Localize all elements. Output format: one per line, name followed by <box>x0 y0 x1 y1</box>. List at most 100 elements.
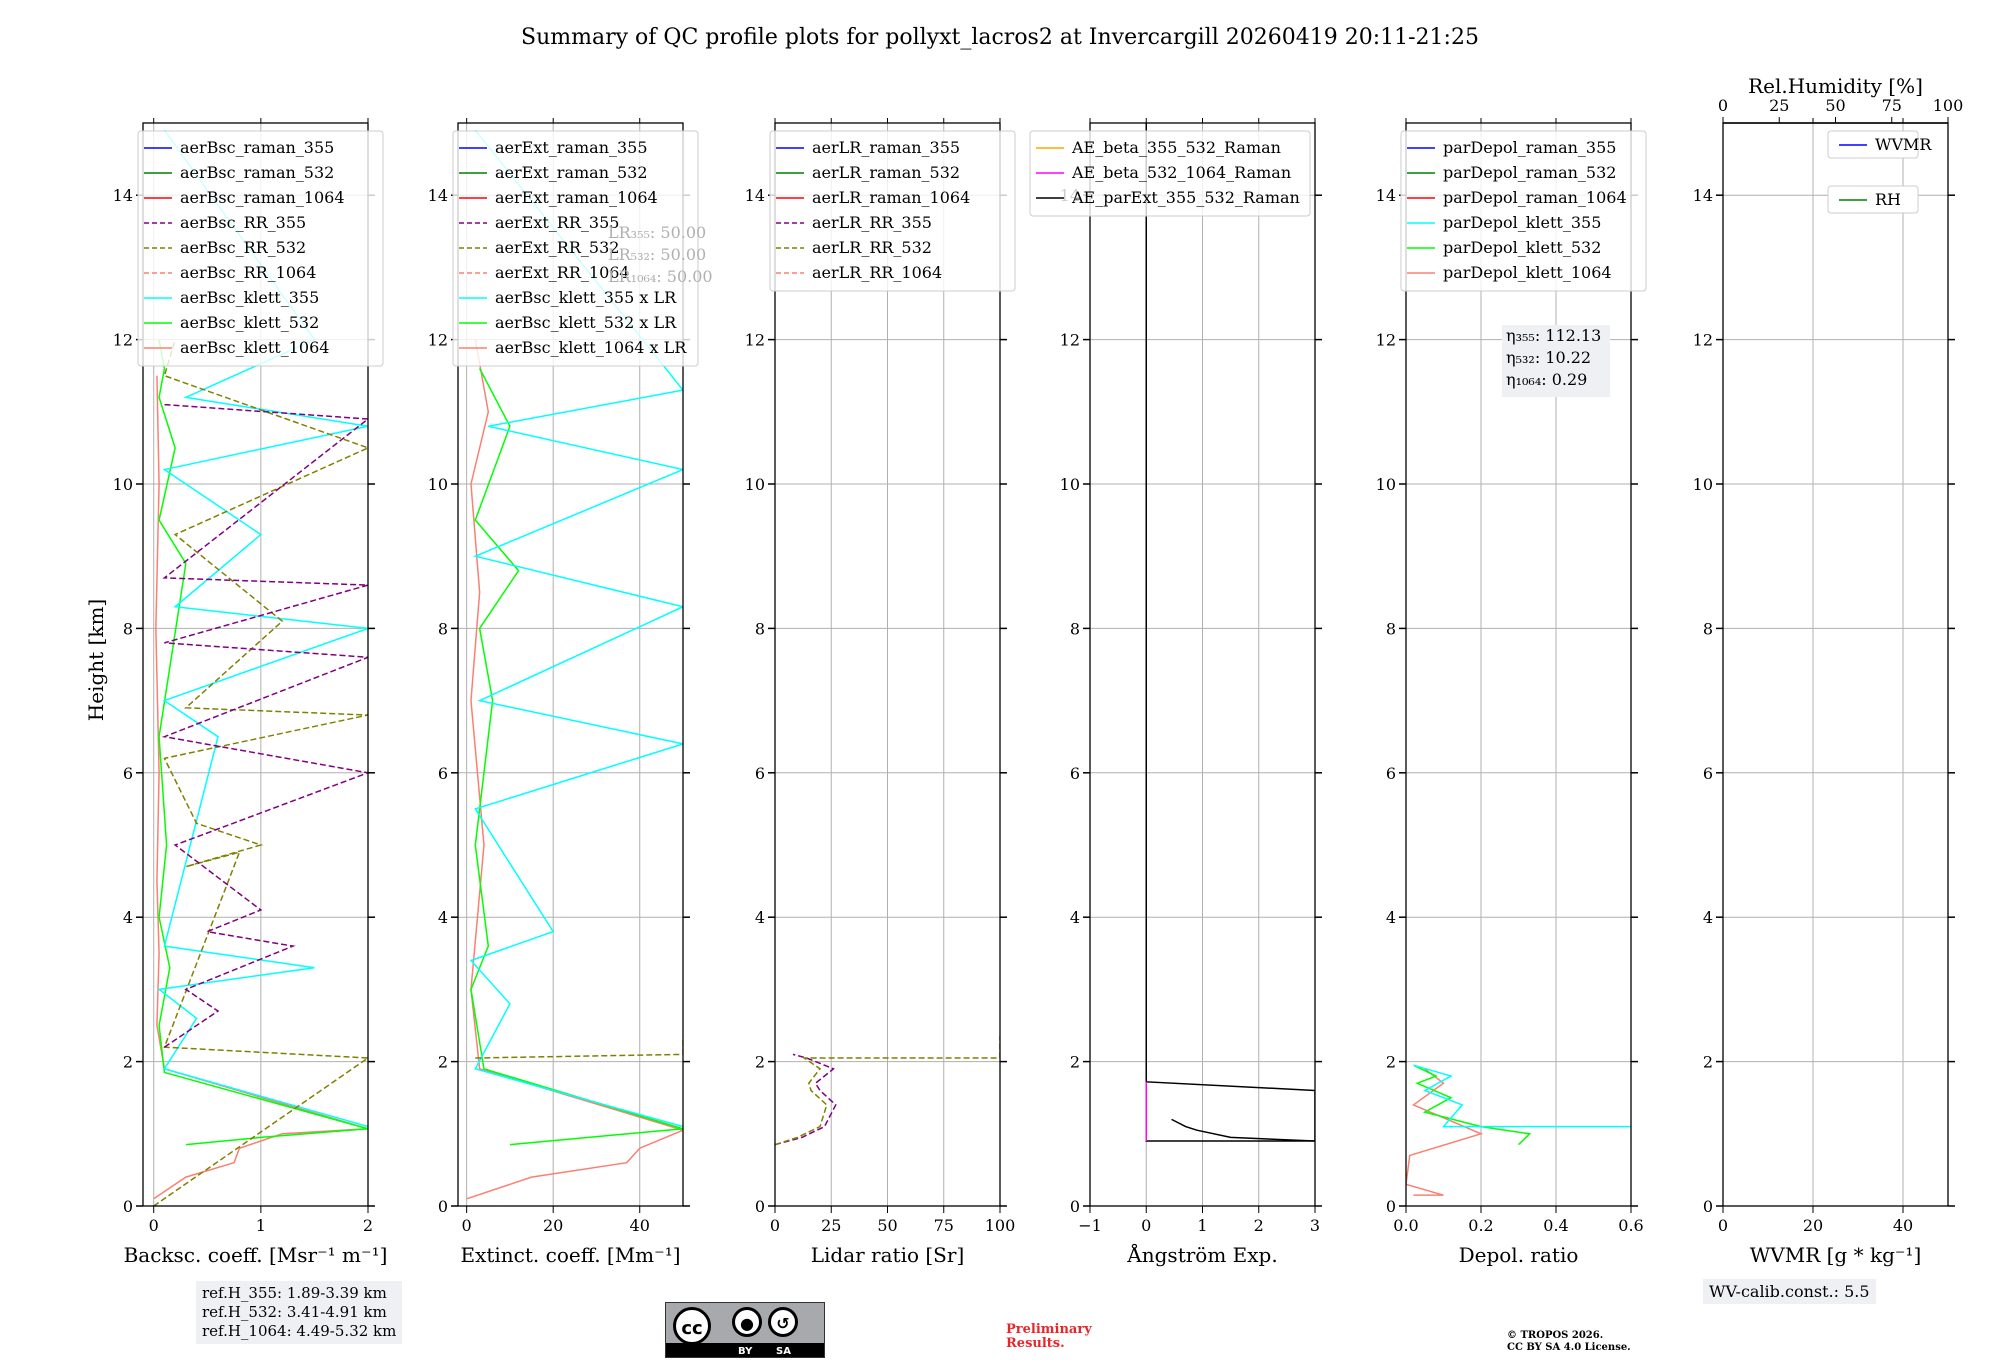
x-tick-label: 100 <box>985 1216 1016 1235</box>
x-tick-label: 0.2 <box>1468 1216 1493 1235</box>
by-label: BY <box>738 1346 753 1357</box>
legend-label: aerExt_RR_532 <box>495 238 619 257</box>
series-line <box>158 339 368 1146</box>
annotation-text: η₅₃₂: 10.22 <box>1506 348 1591 367</box>
y-tick-label: 0 <box>1070 1197 1080 1216</box>
series-line <box>1413 1064 1631 1128</box>
legend-label: aerBsc_klett_532 x LR <box>495 313 677 332</box>
top-tick-label: 50 <box>1825 96 1845 115</box>
series-line <box>470 368 683 1146</box>
x-tick-label: 0.4 <box>1543 1216 1568 1235</box>
series-group <box>153 129 368 1206</box>
license-bar <box>666 1343 824 1357</box>
legend-label: AE_beta_532_1064_Raman <box>1071 163 1291 182</box>
y-tick-label: 6 <box>1070 764 1080 783</box>
axes-frame <box>774 122 1001 1207</box>
y-tick-label: 12 <box>113 331 133 350</box>
y-tick-label: 8 <box>438 619 448 638</box>
legend-label: aerExt_RR_355 <box>495 213 619 232</box>
legend-box <box>452 130 699 367</box>
legend-label: aerLR_raman_532 <box>812 163 960 182</box>
y-tick-label: 2 <box>1386 1053 1396 1072</box>
legend-label: aerLR_RR_532 <box>812 238 932 257</box>
legend: WVMR RH <box>1827 130 1932 214</box>
y-tick-label: 14 <box>428 186 448 205</box>
y-tick-label: 6 <box>438 764 448 783</box>
y-tick-label: 0 <box>1703 1197 1713 1216</box>
x-tick-label: 3 <box>1310 1216 1320 1235</box>
legend-label: aerExt_raman_1064 <box>495 188 658 207</box>
legend: parDepol_raman_355 parDepol_raman_532 parD… <box>1400 130 1647 292</box>
top-axis-label: Rel.Humidity [%] <box>1748 74 1923 98</box>
y-tick-label: 10 <box>113 475 133 494</box>
y-tick-label: 14 <box>1693 186 1713 205</box>
y-tick-label: 4 <box>1070 908 1080 927</box>
legend-label: aerLR_raman_1064 <box>812 188 970 207</box>
y-tick-label: 10 <box>1376 475 1396 494</box>
legend-box <box>137 130 384 367</box>
legend: AE_beta_355_532_Raman AE_beta_532_1064_Ra… <box>1029 130 1311 217</box>
series-line <box>469 129 683 1128</box>
annotation-text: LR₅₃₂: 50.00 <box>608 245 706 264</box>
y-tick-label: 8 <box>755 619 765 638</box>
x-tick-label: 40 <box>630 1216 650 1235</box>
ref-h-532: ref.H_532: 3.41-4.91 km <box>202 1303 387 1321</box>
series-group <box>775 1036 1000 1146</box>
series-line <box>1406 1068 1484 1196</box>
legend-label: aerBsc_RR_532 <box>180 238 306 257</box>
y-tick-label: 0 <box>755 1197 765 1216</box>
x-axis-label: WVMR [g * kg⁻¹] <box>1750 1243 1922 1267</box>
y-tick-label: 10 <box>428 475 448 494</box>
annotation-text: η₃₅₅: 112.13 <box>1506 326 1601 345</box>
series-line <box>1413 1064 1532 1146</box>
legend-label: aerBsc_raman_532 <box>180 163 334 182</box>
legend: aerLR_raman_355 aerLR_raman_532 aerLR_rama… <box>769 130 1016 292</box>
panel-3: 0 25 50 75 100 0 2 4 6 8 10 12 14 Lidar ratio [Sr] aer… <box>745 118 1016 1267</box>
legend-label: aerLR_RR_355 <box>812 213 932 232</box>
panel-4: −1012302468101214Ångström Exp.AE_beta_35… <box>1029 118 1322 1267</box>
legend-label: parDepol_raman_355 <box>1443 138 1616 157</box>
series-group <box>466 129 683 1200</box>
x-axis-label: Ångström Exp. <box>1126 1242 1277 1267</box>
axes-frame <box>1089 122 1316 1207</box>
y-tick-label: 12 <box>428 331 448 350</box>
y-tick-label: 12 <box>1376 331 1396 350</box>
series-line <box>1145 123 1315 1142</box>
y-tick-label: 0 <box>1386 1197 1396 1216</box>
wv-calib-text: WV-calib.const.: 5.5 <box>1709 1282 1870 1301</box>
by-person-icon: ● <box>732 1307 762 1337</box>
y-tick-label: 8 <box>1386 619 1396 638</box>
cc-logo-icon: cc <box>673 1307 711 1345</box>
cc-license-badge: cc ● ↺ BY SA <box>665 1302 825 1358</box>
y-tick-label: 14 <box>745 186 765 205</box>
panel-6: 0 20 40 0 2 4 6 8 10 12 14 WVMR [g * kg⁻¹] 0 25 50 75 10… <box>1693 74 1964 1267</box>
x-tick-label: 1 <box>256 1216 266 1235</box>
x-tick-label: 0.0 <box>1393 1216 1418 1235</box>
legend-label: aerBsc_RR_355 <box>180 213 306 232</box>
panel-5: 0.0 0.2 0.4 0.6 0 2 4 6 8 10 12 14 Depol. ratio parDe… <box>1376 118 1647 1267</box>
legend-label: aerBsc_klett_355 x LR <box>495 288 677 307</box>
legend-label: aerLR_raman_355 <box>812 138 960 157</box>
series-group <box>1406 1064 1631 1196</box>
legend: aerBsc_raman_355 aerBsc_raman_532 aerBsc_r… <box>137 130 384 367</box>
legend-label: aerBsc_RR_1064 <box>180 263 316 282</box>
legend-label: aerExt_raman_355 <box>495 138 648 157</box>
ref-h-1064: ref.H_1064: 4.49-5.32 km <box>202 1322 397 1340</box>
legend-label: parDepol_raman_1064 <box>1443 188 1627 207</box>
top-tick-label: 100 <box>1933 96 1964 115</box>
y-tick-label: 8 <box>1703 619 1713 638</box>
legend: aerExt_raman_355 aerExt_raman_532 aerExt_r… <box>452 130 699 367</box>
y-tick-label: 10 <box>745 475 765 494</box>
x-tick-label: 0 <box>770 1216 780 1235</box>
annotation-text: η₁₀₆₄: 0.29 <box>1506 370 1587 389</box>
x-tick-label: 2 <box>1254 1216 1264 1235</box>
legend-box <box>1827 130 1919 159</box>
preliminary-results-note: Preliminary Results. <box>1006 1322 1092 1351</box>
x-axis-label: Extinct. coeff. [Mm⁻¹] <box>460 1243 680 1267</box>
legend-label: AE_parExt_355_532_Raman <box>1071 188 1300 207</box>
series-line <box>466 339 683 1200</box>
series-group <box>1145 123 1315 1142</box>
x-tick-label: 20 <box>1803 1216 1823 1235</box>
x-tick-label: 20 <box>543 1216 563 1235</box>
